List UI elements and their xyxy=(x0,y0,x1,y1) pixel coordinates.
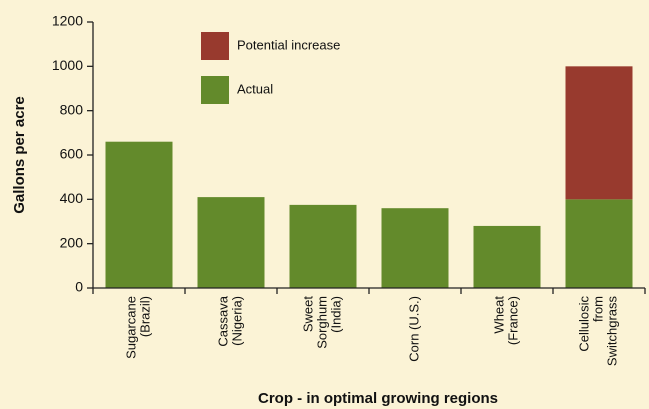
legend-label: Actual xyxy=(237,81,273,96)
y-tick-label: 200 xyxy=(60,234,84,250)
x-tick-label: Wheat xyxy=(491,296,506,334)
x-tick-label: Sorghum xyxy=(314,296,329,349)
x-tick-label: Switchgrass xyxy=(604,296,619,367)
x-axis-label: Crop - in optimal growing regions xyxy=(258,390,498,407)
x-tick-label: Corn (U.S.) xyxy=(406,296,421,362)
y-tick-label: 600 xyxy=(60,146,84,162)
y-tick-label: 400 xyxy=(60,190,84,206)
legend-swatch xyxy=(201,32,229,60)
legend-swatch xyxy=(201,76,229,104)
x-tick-label: (Nigeria) xyxy=(229,296,244,346)
bar-segment xyxy=(565,66,633,200)
y-tick-label: 800 xyxy=(60,101,84,117)
y-tick-label: 1200 xyxy=(52,13,83,29)
bar-segment xyxy=(565,199,633,288)
bar-segment xyxy=(197,197,265,288)
y-tick-label: 1000 xyxy=(52,57,83,73)
x-tick-label: Cellulosic xyxy=(576,296,591,352)
bar-segment xyxy=(381,208,449,288)
x-tick-label: Cassava xyxy=(215,295,230,346)
bar-segment xyxy=(473,225,541,288)
bar-segment xyxy=(289,204,357,288)
x-tick-label: from xyxy=(590,296,605,322)
y-tick-label: 0 xyxy=(75,279,83,295)
x-tick-label: (Brazil) xyxy=(137,296,152,337)
x-tick-label: (India) xyxy=(328,296,343,333)
x-tick-label: (France) xyxy=(505,296,520,345)
legend-label: Potential increase xyxy=(237,37,340,52)
x-tick-label: Sugarcane xyxy=(123,296,138,359)
y-axis-label: Gallons per acre xyxy=(11,96,28,214)
bar-segment xyxy=(105,141,173,288)
x-tick-label: Sweet xyxy=(300,296,315,333)
